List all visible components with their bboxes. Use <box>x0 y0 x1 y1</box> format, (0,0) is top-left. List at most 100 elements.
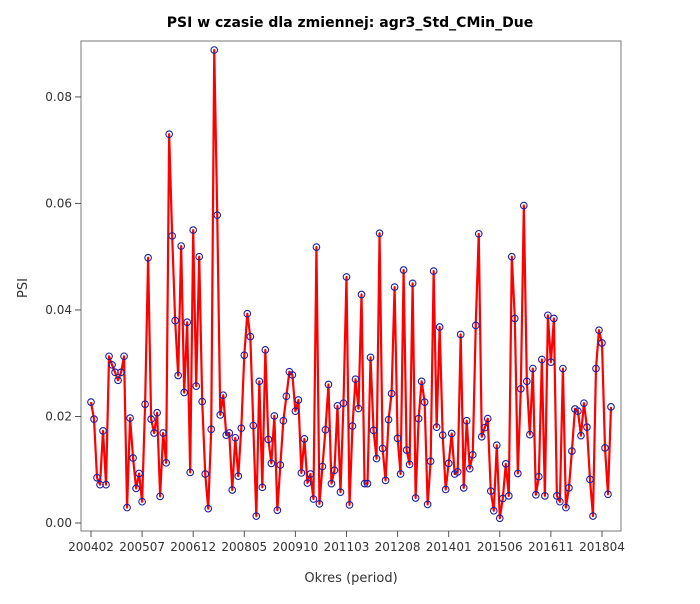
y-axis: 0.00 0.02 0.04 0.06 0.08 <box>45 90 81 530</box>
psi-data-point <box>402 446 411 454</box>
psi-data-point <box>538 355 546 364</box>
psi-data-point <box>411 494 420 502</box>
psi-data-point <box>525 430 534 439</box>
psi-data-point <box>213 211 222 220</box>
psi-data-point <box>135 469 143 478</box>
psi-data-point <box>339 399 348 408</box>
psi-data-point <box>565 484 573 492</box>
psi-data-point <box>345 501 354 509</box>
psi-data-point <box>294 396 303 404</box>
psi-data-point <box>486 487 495 495</box>
psi-data-point <box>198 397 207 406</box>
psi-data-point <box>159 429 167 437</box>
psi-data-point <box>150 429 158 437</box>
psi-data-point <box>144 253 152 262</box>
psi-data-point <box>96 480 104 489</box>
psi-data-point <box>492 441 501 450</box>
psi-data-point <box>459 484 468 492</box>
psi-data-point <box>501 460 510 468</box>
y-tick-label: 0.08 <box>45 90 72 104</box>
psi-data-point <box>438 431 447 439</box>
psi-data-point <box>607 403 615 411</box>
psi-data-point <box>207 425 216 434</box>
psi-data-point <box>267 459 276 468</box>
x-tick-label: 201804 <box>579 540 625 554</box>
psi-data-point <box>357 290 366 299</box>
psi-data-point <box>312 243 321 251</box>
psi-data-point <box>504 492 513 500</box>
psi-data-point <box>276 461 285 469</box>
x-tick-label: 201208 <box>375 540 421 554</box>
psi-data-point <box>541 492 549 500</box>
psi-data-point <box>556 497 564 506</box>
psi-data-point <box>429 267 438 275</box>
psi-data-point <box>291 407 300 416</box>
psi-data-point <box>336 488 345 496</box>
psi-data-point <box>381 476 390 485</box>
psi-data-point <box>129 454 137 462</box>
x-tick-label: 200805 <box>221 540 267 554</box>
psi-data-point <box>195 252 204 261</box>
psi-data-point <box>252 512 261 520</box>
psi-data-point <box>516 384 525 393</box>
psi-data-point <box>441 485 450 494</box>
psi-data-point <box>105 352 113 361</box>
psi-data-point <box>519 201 528 210</box>
psi-data-point <box>547 358 555 367</box>
psi-data-point <box>225 429 234 437</box>
psi-data-point <box>553 492 561 500</box>
psi-data-point <box>366 353 375 362</box>
psi-data-point <box>153 408 161 417</box>
psi-data-point <box>399 266 408 274</box>
psi-data-point <box>420 398 429 406</box>
psi-data-point <box>598 339 606 347</box>
psi-data-point <box>471 321 480 330</box>
psi-data-point <box>423 500 432 509</box>
psi-data-point <box>483 414 492 423</box>
psi-data-point <box>249 421 258 430</box>
psi-data-point <box>604 490 612 499</box>
psi-data-point <box>327 479 336 488</box>
chart-title: PSI w czasie dla zmiennej: agr3_Std_CMin… <box>167 15 533 31</box>
psi-data-point <box>282 392 291 401</box>
psi-data-point <box>577 431 585 440</box>
psi-data-point <box>513 469 522 478</box>
psi-data-point <box>258 483 267 492</box>
psi-data-point <box>592 364 600 373</box>
psi-data-point <box>141 400 149 409</box>
psi-data-point <box>99 427 107 435</box>
psi-data-point <box>138 497 146 506</box>
x-tick-label: 201103 <box>324 540 370 554</box>
psi-data-point <box>348 422 357 430</box>
psi-data-point <box>126 414 134 422</box>
psi-data-point <box>480 423 489 432</box>
psi-data-point <box>90 415 98 424</box>
psi-data-point <box>171 316 180 325</box>
psi-data-point <box>309 495 318 503</box>
psi-data-point <box>444 459 453 468</box>
psi-data-point <box>384 415 393 424</box>
x-axis-label: Okres (period) <box>304 571 397 586</box>
psi-data-point <box>465 464 474 473</box>
psi-data-point <box>87 398 95 406</box>
y-tick-label: 0.06 <box>45 196 72 210</box>
psi-data-point <box>183 318 192 327</box>
psi-data-point <box>408 279 417 288</box>
psi-data-point <box>393 434 402 443</box>
psi-data-point <box>168 232 177 240</box>
psi-data-point <box>234 472 243 480</box>
psi-data-point <box>270 412 279 420</box>
psi-data-point <box>390 283 399 291</box>
psi-data-point <box>297 469 306 477</box>
psi-data-point <box>468 450 477 459</box>
psi-data-point <box>321 425 330 434</box>
psi-data-point <box>114 376 122 385</box>
psi-data-point <box>111 368 119 377</box>
psi-data-point <box>117 368 125 377</box>
psi-data-point <box>210 46 219 54</box>
psi-data-point <box>351 375 360 384</box>
psi-data-point <box>574 407 582 416</box>
psi-data-point <box>288 371 297 379</box>
psi-data-point <box>544 311 552 320</box>
